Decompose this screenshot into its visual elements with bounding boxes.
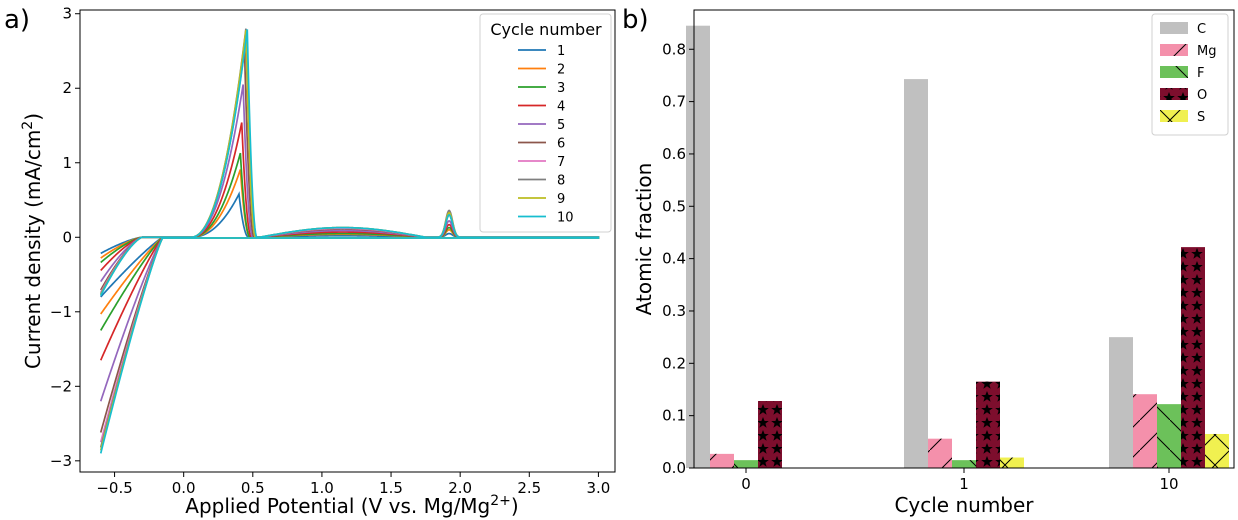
bar-legend-entry: Mg (1197, 44, 1216, 59)
bar-hatch (1181, 247, 1205, 468)
bar-y-tick-label: 0.7 (662, 93, 686, 111)
bar-y-tick-label: 0.3 (662, 302, 686, 320)
bar-C-cycle-1 (904, 79, 928, 468)
bar-hatch (952, 460, 976, 468)
bar-legend-hatch (1160, 66, 1188, 78)
bar-hatch (1157, 404, 1181, 468)
cv-legend-entry: 2 (557, 63, 565, 78)
cv-y-tick-label: −1 (50, 303, 72, 321)
bar-C-cycle-10 (1109, 337, 1133, 468)
cv-x-tick-label: −0.5 (96, 479, 132, 497)
cv-legend-title: Cycle number (490, 20, 602, 39)
cv-legend-entry: 6 (557, 137, 565, 152)
cv-legend-entry: 9 (557, 192, 565, 207)
atomic-fraction-chart: 0 1 10 0.0 0.1 0.2 0.3 0.4 0.5 0.6 0.7 0.8 Cycle n… (632, 9, 1235, 517)
cv-y-tick-label: −3 (50, 452, 72, 470)
cv-legend-entry: 8 (557, 174, 565, 189)
bar-x-tick-label: 0 (741, 475, 751, 493)
cv-x-tick-label: 2.0 (448, 479, 472, 497)
cv-y-axis-label: Current density (mA/cm2) (20, 113, 45, 369)
bar-x-ticks: 0 1 10 (741, 468, 1179, 493)
bar-C-cycle-0 (686, 25, 710, 469)
bar-legend-hatch (1160, 110, 1188, 122)
cv-x-ticks: −0.5 0.0 0.5 1.0 1.5 2.0 2.5 3.0 (96, 472, 610, 497)
cv-series-line-10 (99, 29, 600, 454)
bar-legend: C Mg FOS (1151, 13, 1229, 136)
bar-legend-swatch (1160, 22, 1188, 34)
cv-legend-entry: 3 (557, 81, 565, 96)
bar-x-tick-label: 1 (959, 475, 969, 493)
bar-hatch (928, 438, 952, 468)
cv-x-tick-label: 2.5 (517, 479, 541, 497)
cv-legend-entry: 4 (557, 100, 565, 115)
cv-x-tick-label: 1.0 (310, 479, 334, 497)
cv-y-tick-label: 1 (62, 154, 72, 172)
bar-y-tick-label: 0.8 (662, 40, 686, 58)
bar-y-tick-label: 0.6 (662, 145, 686, 163)
cv-legend-entry: 10 (557, 211, 574, 226)
bar-legend-entry: S (1197, 110, 1205, 125)
bar-x-axis-label: Cycle number (894, 493, 1034, 517)
bar-hatch (1000, 457, 1024, 468)
bar-hatch (758, 401, 782, 468)
cv-legend-entry: 7 (557, 155, 565, 170)
bar-hatch (734, 460, 758, 468)
bar-legend-hatch (1160, 44, 1188, 56)
bar-hatch (710, 453, 734, 468)
bar-legend-entry: C (1197, 22, 1206, 37)
cv-legend-entry: 5 (557, 118, 565, 133)
bar-hatch (1133, 394, 1157, 468)
cv-x-tick-label: 0.5 (241, 479, 265, 497)
bar-y-tick-label: 0.4 (662, 250, 686, 268)
cv-x-tick-label: 3.0 (586, 479, 610, 497)
cv-y-tick-label: 0 (62, 228, 72, 246)
bar-legend-hatch (1160, 88, 1188, 100)
cv-legend-frame (479, 13, 612, 233)
bar-legend-entry: F (1197, 66, 1204, 81)
bar-y-tick-label: 0.1 (662, 407, 686, 425)
atomic-fraction-bars (686, 25, 1229, 469)
bar-y-ticks: 0.0 0.1 0.2 0.3 0.4 0.5 0.6 0.7 0.8 (662, 40, 694, 477)
cv-legend: Cycle number 1 2 3 4 5 6 7 8 9 10 (479, 13, 612, 233)
cv-y-tick-label: 2 (62, 79, 72, 97)
bar-y-tick-label: 0.0 (662, 459, 686, 477)
panel-a-label: a) (4, 5, 30, 35)
bar-legend-entry: O (1197, 88, 1207, 103)
cv-axes-frame (79, 9, 616, 473)
cv-y-ticks: −3 −2 −1 0 1 2 3 (50, 5, 80, 470)
cv-x-tick-label: 0.0 (172, 479, 196, 497)
bar-hatch (976, 381, 1000, 468)
cv-x-tick-label: 1.5 (379, 479, 403, 497)
cv-x-axis-label: Applied Potential (V vs. Mg/Mg2+) (185, 493, 518, 518)
bar-y-tick-label: 0.2 (662, 354, 686, 372)
bar-hatch (1205, 433, 1229, 468)
bar-y-axis-label: Atomic fraction (632, 163, 656, 316)
cv-legend-entry: 1 (557, 44, 565, 59)
bar-x-tick-label: 10 (1159, 475, 1178, 493)
cv-y-tick-label: −2 (50, 377, 72, 395)
cv-y-tick-label: 3 (62, 5, 72, 23)
cv-curves (99, 28, 600, 454)
panel-b-label: b) (622, 5, 649, 35)
bar-y-tick-label: 0.5 (662, 197, 686, 215)
cv-chart: −0.5 0.0 0.5 1.0 1.5 2.0 2.5 3.0 −3 −2 −1 0 1 2 3 App… (20, 5, 616, 518)
